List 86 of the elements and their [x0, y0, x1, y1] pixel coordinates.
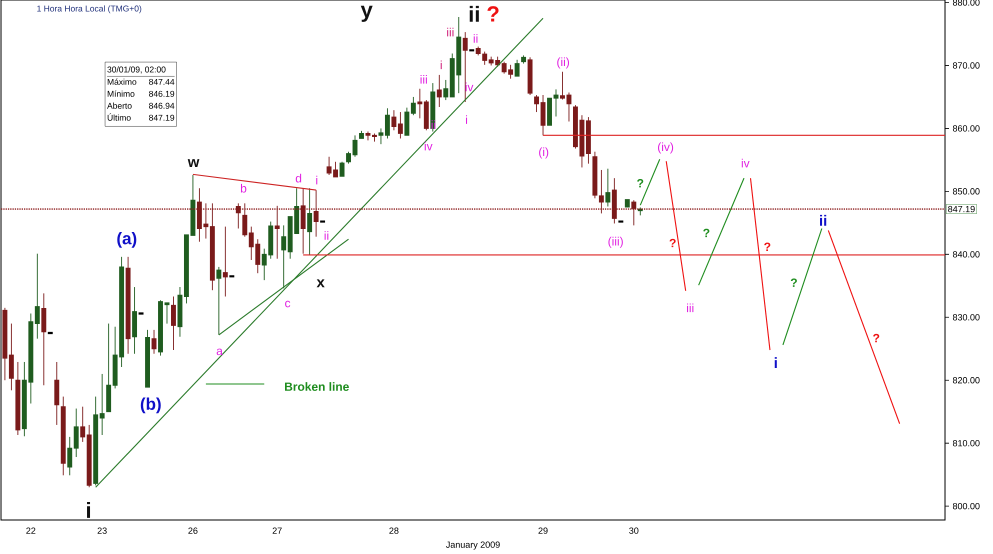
y-tick-label: 850.00 [952, 188, 980, 195]
annotation: Aberto [107, 102, 132, 109]
x-tick-label: 22 [26, 528, 36, 534]
annotation: ? [764, 242, 770, 251]
annotation: c [285, 300, 290, 308]
annotation: i [87, 502, 90, 518]
annotation: (iv) [658, 142, 674, 154]
annotation: iv [742, 158, 750, 168]
candlestick [126, 256, 131, 354]
annotation: (b) [140, 398, 161, 414]
candlestick [605, 168, 610, 207]
annotation: iv [424, 142, 433, 150]
annotation: Broken line [285, 382, 349, 391]
candlestick [171, 296, 176, 350]
annotation: x [316, 279, 325, 288]
ref-line-label: 847.19 [948, 206, 975, 212]
annotation: y [360, 6, 373, 22]
candlestick [236, 202, 241, 229]
candlestick [222, 226, 228, 297]
y-tick-label: 870.00 [952, 62, 980, 69]
y-tick-label: 830.00 [952, 314, 980, 320]
annotation: ? [487, 6, 499, 22]
candlestick [300, 188, 306, 254]
candlestick [15, 362, 20, 436]
annotation: i [316, 176, 318, 184]
annotation: 847.44 [149, 78, 174, 85]
annotation: Último [108, 113, 131, 121]
annotation: ? [703, 228, 710, 238]
annotation: ii [432, 120, 436, 129]
candlestick [598, 170, 604, 214]
x-tick-label: 29 [538, 528, 548, 534]
annotation: i [440, 60, 442, 70]
y-tick-label: 840.00 [952, 251, 980, 258]
annotation: iii [447, 28, 454, 36]
candlestick [274, 205, 280, 260]
candlestick [54, 362, 60, 426]
candlestick [430, 82, 436, 132]
annotation: ? [873, 334, 880, 342]
annotation: ? [670, 238, 676, 248]
annotation: iii [420, 74, 427, 84]
y-tick-label: 810.00 [952, 440, 980, 446]
x-axis-title: January 2009 [446, 542, 500, 550]
y-tick-label: 860.00 [952, 125, 980, 132]
annotation: i [774, 357, 777, 368]
annotation: 30/01/09, 02:00 [107, 66, 166, 74]
annotation: Máximo [108, 78, 136, 85]
candlestick [216, 266, 222, 336]
x-tick-label: 23 [98, 528, 107, 534]
annotation: ? [637, 179, 644, 188]
candlestick [592, 151, 598, 199]
x-tick-label: 27 [272, 528, 282, 534]
annotation: 846.19 [149, 90, 174, 97]
candlestick [41, 292, 46, 386]
annotation: Mínimo [108, 90, 134, 97]
annotation: a [216, 348, 223, 356]
x-tick-label: 26 [188, 528, 198, 534]
annotation: (ii) [557, 57, 570, 69]
candlestick [60, 396, 66, 476]
annotation: (a) [117, 232, 136, 248]
annotation: 846.94 [149, 102, 174, 109]
annotation: (iii) [608, 236, 623, 248]
annotation: ii [474, 34, 478, 43]
annotation: w [188, 159, 200, 167]
candlestick [152, 329, 156, 354]
text: 1 Hora Hora Local (TMG+0) [37, 5, 142, 14]
candlestick [612, 178, 617, 224]
x-tick-label: 28 [389, 528, 399, 534]
annotation: ii [820, 214, 826, 226]
annotation: i [466, 115, 468, 124]
candlestick [456, 16, 462, 94]
annotation: d [296, 174, 302, 183]
y-tick-label: 820.00 [952, 377, 980, 384]
x-tick-label: 30 [629, 528, 638, 534]
annotation: iv [466, 82, 474, 92]
candlestick [307, 188, 312, 256]
y-tick-label: 800.00 [952, 502, 980, 510]
annotation: b [240, 184, 246, 193]
annotation: (i) [539, 147, 548, 159]
candlestick [314, 190, 319, 238]
annotation: ii [470, 6, 479, 22]
annotation: iii [687, 304, 694, 312]
annotation: ? [790, 278, 797, 287]
candlestick [132, 286, 138, 354]
candlestick [436, 74, 442, 108]
annotation: ii [324, 231, 328, 240]
annotation: 847.19 [149, 114, 174, 121]
